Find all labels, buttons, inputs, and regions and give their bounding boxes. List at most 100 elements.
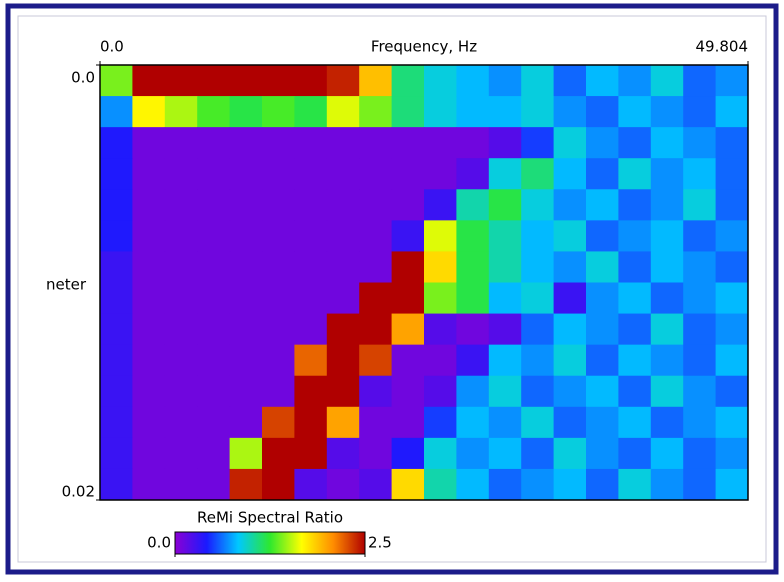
heatmap-cell: [489, 189, 522, 221]
heatmap-cell: [132, 96, 165, 128]
heatmap-cell: [586, 158, 619, 190]
heatmap-cell: [554, 96, 587, 128]
heatmap-cell: [165, 345, 198, 377]
heatmap-cell: [262, 469, 295, 501]
heatmap-cell: [424, 376, 457, 408]
heatmap-cell: [716, 189, 749, 221]
heatmap-cell: [294, 438, 327, 470]
heatmap-cell: [197, 469, 230, 501]
heatmap-cell: [294, 345, 327, 377]
heatmap-cell: [165, 251, 198, 283]
heatmap-cell: [262, 220, 295, 252]
heatmap-cell: [586, 283, 619, 315]
heatmap-cell: [294, 314, 327, 346]
heatmap-cell: [230, 127, 263, 159]
heatmap-cell: [618, 376, 651, 408]
heatmap-cell: [521, 251, 554, 283]
heatmap-cell: [424, 407, 457, 439]
heatmap-cell: [716, 314, 749, 346]
heatmap-cell: [651, 314, 684, 346]
heatmap-cell: [651, 251, 684, 283]
heatmap-cell: [230, 158, 263, 190]
heatmap-cell: [327, 65, 360, 97]
heatmap-cell: [716, 96, 749, 128]
heatmap-cell: [359, 96, 392, 128]
heatmap-cell: [100, 189, 133, 221]
heatmap-cell: [651, 407, 684, 439]
heatmap-cell: [100, 127, 133, 159]
heatmap-cell: [132, 407, 165, 439]
heatmap-cell: [359, 345, 392, 377]
heatmap-cell: [651, 283, 684, 315]
heatmap-cell: [294, 65, 327, 97]
heatmap-cell: [586, 96, 619, 128]
heatmap-cell: [554, 158, 587, 190]
heatmap-cell: [554, 376, 587, 408]
heatmap-cell: [132, 220, 165, 252]
heatmap-cell: [683, 314, 716, 346]
heatmap-cell: [424, 251, 457, 283]
heatmap-cell: [586, 345, 619, 377]
heatmap-cell: [165, 469, 198, 501]
heatmap-cell: [424, 314, 457, 346]
heatmap-cell: [392, 314, 425, 346]
heatmap-cell: [651, 158, 684, 190]
heatmap-cell: [521, 345, 554, 377]
heatmap-cell: [424, 469, 457, 501]
heatmap-cell: [262, 251, 295, 283]
heatmap-cell: [132, 127, 165, 159]
heatmap-cell: [683, 189, 716, 221]
heatmap-cell: [294, 376, 327, 408]
heatmap-cell: [100, 314, 133, 346]
heatmap-cell: [489, 345, 522, 377]
heatmap-cell: [683, 220, 716, 252]
heatmap-cell: [716, 251, 749, 283]
heatmap-cell: [165, 376, 198, 408]
heatmap-cell: [165, 407, 198, 439]
colorbar-tick-label: 2.5: [368, 534, 392, 552]
heatmap-cell: [327, 438, 360, 470]
heatmap-cell: [618, 314, 651, 346]
heatmap-cell: [521, 283, 554, 315]
heatmap-cell: [716, 220, 749, 252]
heatmap-cell: [618, 251, 651, 283]
heatmap-cell: [230, 283, 263, 315]
heatmap-cell: [456, 345, 489, 377]
heatmap-cell: [651, 127, 684, 159]
heatmap-cell: [456, 96, 489, 128]
heatmap-cell: [392, 283, 425, 315]
heatmap-cell: [197, 438, 230, 470]
heatmap-cell: [489, 438, 522, 470]
heatmap-cell: [554, 438, 587, 470]
heatmap-cell: [327, 96, 360, 128]
heatmap-cell: [230, 314, 263, 346]
heatmap-cell: [262, 127, 295, 159]
heatmap-cell: [456, 158, 489, 190]
heatmap-cell: [392, 376, 425, 408]
heatmap-cell: [100, 158, 133, 190]
heatmap-cell: [197, 158, 230, 190]
heatmap-cell: [586, 376, 619, 408]
heatmap-cell: [521, 96, 554, 128]
heatmap-cell: [197, 127, 230, 159]
heatmap-cell: [618, 65, 651, 97]
heatmap-cell: [327, 469, 360, 501]
heatmap-cell: [100, 96, 133, 128]
heatmap-cell: [651, 65, 684, 97]
heatmap-cell: [230, 345, 263, 377]
heatmap-cell: [618, 438, 651, 470]
heatmap-cell: [262, 65, 295, 97]
heatmap-cell: [100, 251, 133, 283]
heatmap-cell: [716, 65, 749, 97]
heatmap-cell: [262, 283, 295, 315]
heatmap-cell: [132, 469, 165, 501]
heatmap-cell: [554, 407, 587, 439]
heatmap-cell: [651, 345, 684, 377]
heatmap-cell: [327, 158, 360, 190]
heatmap-cell: [327, 283, 360, 315]
heatmap-cell: [716, 127, 749, 159]
heatmap-cell: [230, 251, 263, 283]
heatmap-cell: [424, 438, 457, 470]
heatmap-cell: [165, 96, 198, 128]
heatmap-cell: [554, 127, 587, 159]
